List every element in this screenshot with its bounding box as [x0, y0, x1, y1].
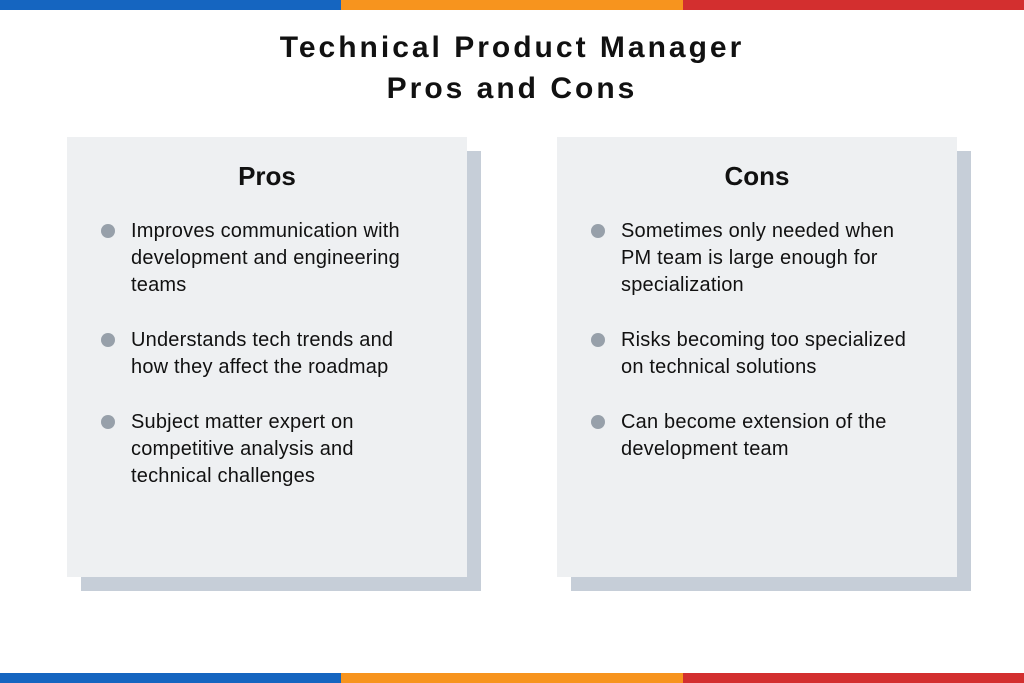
pros-card: Pros Improves communication with develop… — [67, 137, 467, 577]
pros-title: Pros — [101, 161, 433, 192]
list-item: Subject matter expert on competitive ana… — [101, 409, 433, 490]
bar-segment-orange — [341, 0, 682, 10]
title-line-2: Pros and Cons — [0, 69, 1024, 110]
item-text: Subject matter expert on competitive ana… — [131, 409, 433, 490]
cons-card-wrap: Cons Sometimes only needed when PM team … — [557, 137, 957, 577]
bullet-icon — [591, 415, 605, 429]
item-text: Sometimes only needed when PM team is la… — [621, 218, 923, 299]
item-text: Improves communication with development … — [131, 218, 433, 299]
cons-card: Cons Sometimes only needed when PM team … — [557, 137, 957, 577]
pros-list: Improves communication with development … — [101, 218, 433, 490]
list-item: Can become extension of the development … — [591, 409, 923, 463]
bar-segment-blue — [0, 0, 341, 10]
cons-list: Sometimes only needed when PM team is la… — [591, 218, 923, 463]
bar-segment-blue — [0, 673, 341, 683]
bar-segment-orange — [341, 673, 682, 683]
list-item: Sometimes only needed when PM team is la… — [591, 218, 923, 299]
title-line-1: Technical Product Manager — [0, 28, 1024, 69]
bullet-icon — [101, 415, 115, 429]
item-text: Risks becoming too specialized on techni… — [621, 327, 923, 381]
cards-row: Pros Improves communication with develop… — [0, 127, 1024, 577]
item-text: Understands tech trends and how they aff… — [131, 327, 433, 381]
list-item: Understands tech trends and how they aff… — [101, 327, 433, 381]
list-item: Improves communication with development … — [101, 218, 433, 299]
top-color-bar — [0, 0, 1024, 10]
list-item: Risks becoming too specialized on techni… — [591, 327, 923, 381]
item-text: Can become extension of the development … — [621, 409, 923, 463]
pros-card-wrap: Pros Improves communication with develop… — [67, 137, 467, 577]
bullet-icon — [101, 224, 115, 238]
title-block: Technical Product Manager Pros and Cons — [0, 0, 1024, 127]
bottom-color-bar — [0, 673, 1024, 683]
bullet-icon — [591, 224, 605, 238]
bullet-icon — [591, 333, 605, 347]
cons-title: Cons — [591, 161, 923, 192]
bullet-icon — [101, 333, 115, 347]
bar-segment-red — [683, 673, 1024, 683]
bar-segment-red — [683, 0, 1024, 10]
